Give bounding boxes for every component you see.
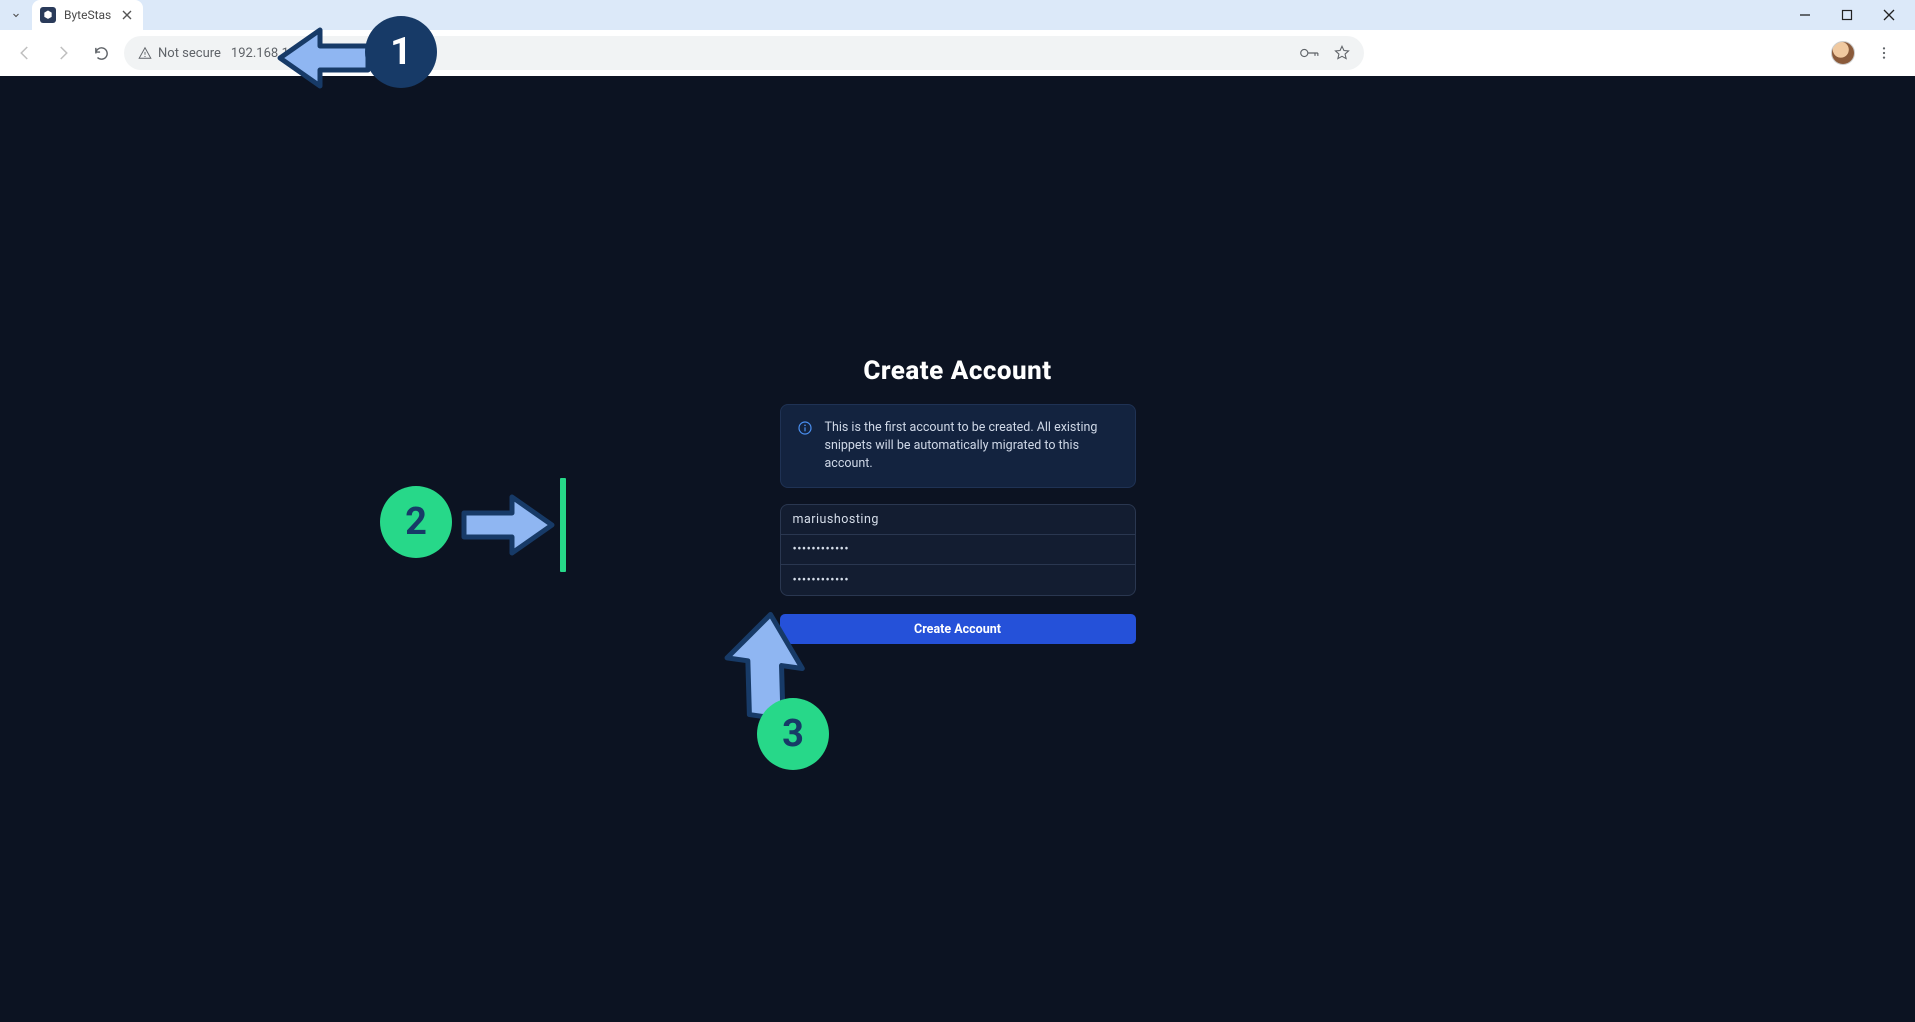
close-icon bbox=[1883, 9, 1895, 21]
not-secure-icon bbox=[138, 46, 152, 60]
security-label: Not secure bbox=[158, 46, 221, 61]
nav-back-button[interactable] bbox=[10, 38, 40, 68]
signup-form: mariushosting •••••••••••• •••••••••••• bbox=[780, 504, 1136, 596]
nav-reload-button[interactable] bbox=[86, 38, 116, 68]
page-viewport: Create Account This is the first account… bbox=[0, 76, 1915, 1022]
window-close-button[interactable] bbox=[1877, 3, 1901, 27]
reload-icon bbox=[93, 45, 110, 62]
browser-tab[interactable]: ⬢ ByteStas bbox=[32, 0, 143, 30]
create-account-panel: Create Account This is the first account… bbox=[780, 356, 1136, 644]
submit-label: Create Account bbox=[914, 622, 1001, 637]
window-controls bbox=[1793, 3, 1915, 27]
tab-favicon-icon: ⬢ bbox=[40, 7, 56, 23]
url-text: 192.168.1.18:7654 bbox=[231, 46, 339, 61]
toolbar-right bbox=[1831, 38, 1905, 68]
browser-titlebar: ⬢ ByteStas bbox=[0, 0, 1915, 30]
username-input[interactable]: mariushosting bbox=[781, 505, 1135, 535]
minimize-icon bbox=[1799, 9, 1811, 21]
arrow-left-icon bbox=[16, 44, 34, 62]
info-message: This is the first account to be created.… bbox=[825, 419, 1119, 473]
window-minimize-button[interactable] bbox=[1793, 3, 1817, 27]
address-bar[interactable]: Not secure 192.168.1.18:7654 bbox=[124, 36, 1364, 70]
tab-close-button[interactable] bbox=[119, 7, 135, 23]
browser-toolbar: Not secure 192.168.1.18:7654 bbox=[0, 30, 1915, 76]
bookmark-star-icon[interactable] bbox=[1334, 45, 1350, 61]
maximize-icon bbox=[1841, 9, 1853, 21]
password-input[interactable]: •••••••••••• bbox=[781, 535, 1135, 565]
tab-strip: ⬢ ByteStas bbox=[0, 0, 143, 30]
nav-forward-button[interactable] bbox=[48, 38, 78, 68]
security-chip[interactable]: Not secure bbox=[138, 46, 221, 61]
tablist-dropdown-button[interactable] bbox=[6, 5, 26, 25]
tab-title: ByteStas bbox=[64, 8, 111, 22]
info-icon bbox=[797, 420, 813, 436]
browser-menu-button[interactable] bbox=[1869, 38, 1899, 68]
arrow-right-icon bbox=[54, 44, 72, 62]
info-banner: This is the first account to be created.… bbox=[780, 404, 1136, 488]
create-account-button[interactable]: Create Account bbox=[780, 614, 1136, 644]
kebab-menu-icon bbox=[1876, 45, 1892, 61]
password-key-icon[interactable] bbox=[1300, 46, 1320, 60]
profile-avatar-button[interactable] bbox=[1831, 41, 1855, 65]
confirm-password-input[interactable]: •••••••••••• bbox=[781, 565, 1135, 595]
window-maximize-button[interactable] bbox=[1835, 3, 1859, 27]
close-icon bbox=[122, 10, 132, 20]
chevron-down-icon bbox=[10, 9, 22, 21]
page-title: Create Account bbox=[863, 356, 1051, 386]
